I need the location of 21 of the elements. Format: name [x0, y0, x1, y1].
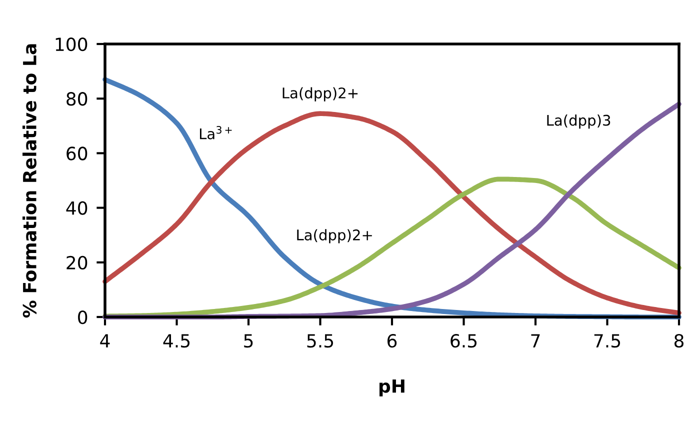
y-tick-label: 40 [66, 201, 88, 215]
y-tick-label: 0 [78, 310, 88, 324]
x-tick-label: 8 [674, 334, 684, 348]
x-tick-label: 5.5 [307, 334, 334, 348]
y-tick-label: 100 [56, 37, 88, 52]
y-tick-label: 60 [66, 146, 88, 160]
series-label: La(dpp)3 [547, 114, 610, 129]
x-tick-label: 7 [531, 334, 540, 348]
x-axis-title: pH [380, 379, 404, 396]
x-tick-label: 5 [244, 334, 253, 348]
series-label: La(dpp)2+ [297, 229, 372, 244]
x-tick-label: 4.5 [163, 334, 190, 348]
y-tick-label: 80 [66, 92, 88, 106]
x-tick-label: 6.5 [450, 334, 477, 348]
series-label: La(dpp)2+ [282, 87, 358, 102]
x-tick-label: 7.5 [594, 334, 620, 348]
y-tick-label: 20 [66, 256, 88, 270]
x-tick-label: 4 [100, 334, 110, 348]
x-tick-label: 6 [388, 334, 397, 348]
y-axis-title: % Formation Relative to La [22, 44, 36, 318]
series-label: La$^{3+}$ [200, 126, 232, 140]
